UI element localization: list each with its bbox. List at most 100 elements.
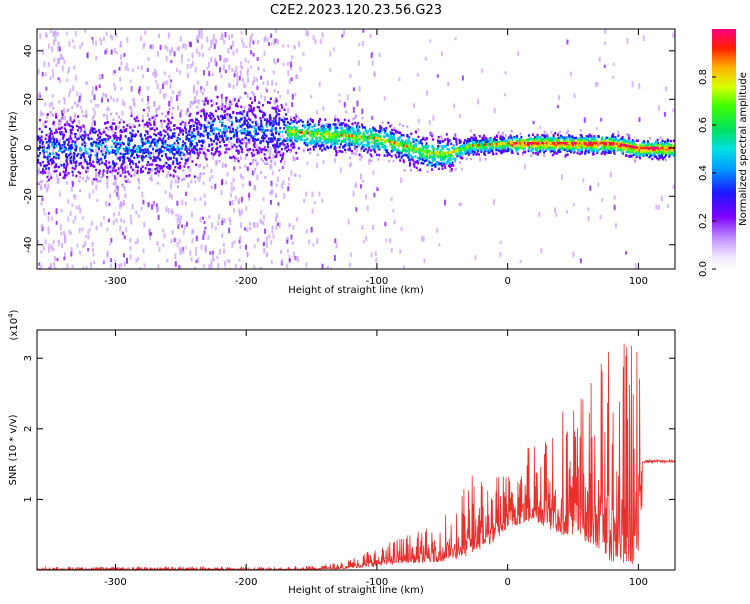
spectrogram-band-cell [449,164,452,168]
spectrogram-band-cell [449,155,452,159]
spectrogram-noise-cell [660,195,663,202]
spectrogram-band-cell [201,139,204,142]
spectrogram-band-cell [201,92,204,95]
spectrogram-noise-cell [176,143,179,147]
spectrogram-noise-cell [428,120,431,125]
spectrogram-band-cell [106,146,109,150]
spectrogram-band-cell [210,130,213,133]
spectrogram-band-cell [293,146,296,149]
spectrogram-noise-cell [42,208,45,212]
spectrogram-noise-cell [48,246,51,253]
spectrogram-band-cell [202,134,205,138]
spectrogram-noise-cell [143,263,146,268]
spectrogram-band-cell [671,151,674,155]
spectrogram-noise-cell [42,48,45,55]
spectrogram-noise-cell [247,149,250,154]
spectrogram-band-cell [438,156,441,159]
spectrogram-band-cell [118,121,121,124]
spectrogram-noise-cell [426,90,429,96]
spectrogram-band-cell [371,145,374,148]
spectrogram-noise-cell [372,224,375,230]
spectrogram-noise-cell [111,128,114,133]
spectrogram-band-cell [631,150,634,154]
spectrogram-band-cell [502,139,505,143]
spectrogram-band-cell [62,176,65,179]
spectrogram-noise-cell [378,52,381,58]
spectrogram-noise-cell [91,241,94,248]
spectrogram-band-cell [154,133,157,137]
spectrogram-noise-cell [390,197,393,201]
spectrogram-noise-cell [240,31,243,35]
spectrogram-band-cell [245,113,248,117]
spectrogram-band-cell [196,122,199,125]
spectrogram-band-cell [483,146,486,150]
spectrogram-noise-cell [262,196,265,201]
spectrogram-band-cell [554,132,557,135]
spectrogram-noise-cell [244,154,247,160]
spectrogram-band-cell [226,107,229,111]
spectrogram-noise-cell [62,231,65,236]
spectrogram-band-cell [224,125,227,128]
spectrogram-band-cell [257,138,260,141]
spectrogram-noise-cell [224,267,227,269]
spectrogram-noise-cell [192,144,195,149]
spectrogram-noise-cell [262,241,265,247]
spectrogram-band-cell [161,140,164,143]
spectrogram-band-cell [179,130,182,134]
spectrogram-noise-cell [329,51,332,57]
spectrogram-band-cell [245,133,248,137]
spectrogram-band-cell [245,119,248,123]
spectrogram-noise-cell [147,57,150,61]
spectrogram-band-cell [536,149,539,153]
spectrogram-band-cell [67,154,70,157]
spectrogram-band-cell [103,130,106,134]
spectrogram-band-cell [287,148,290,151]
spectrogram-noise-cell [179,250,182,256]
spectrogram-band-cell [591,145,594,148]
spectrogram-band-cell [67,137,70,141]
spectrogram-band-cell [255,129,258,133]
spectrogram-noise-cell [153,101,156,107]
spectrogram-band-cell [613,143,616,147]
spectrogram-band-cell [393,145,396,148]
spectrogram-band-cell [341,126,344,130]
spectrogram-cells [37,29,675,269]
spectrogram-noise-cell [102,171,105,177]
spectrogram-noise-cell [371,116,374,120]
spectrogram-band-cell [535,137,538,141]
spectrogram-noise-cell [72,219,75,224]
spectrogram-band-cell [309,151,312,155]
spectrogram-band-cell [347,130,350,133]
spectrogram-band-cell [65,159,68,162]
spectrogram-band-cell [171,132,174,136]
spectrogram-band-cell [218,120,221,124]
spectrogram-band-cell [136,130,139,133]
spectrogram-band-cell [200,109,203,113]
spectrogram-noise-cell [383,96,386,101]
spectrogram-band-cell [340,129,343,132]
spectrogram-noise-cell [134,241,137,245]
spectrogram-noise-cell [226,258,229,263]
spectrogram-band-cell [268,116,271,119]
spectrogram-band-cell [52,140,55,144]
spectrogram-noise-cell [238,239,241,244]
spectrogram-band-cell [188,121,191,125]
spectrogram-band-cell [333,139,336,142]
spectrogram-band-cell [311,136,314,140]
spectrogram-band-cell [542,148,545,152]
spectrogram-noise-cell [236,127,239,134]
spectrogram-noise-cell [156,83,159,90]
spectrogram-band-cell [228,147,231,151]
spectrogram-band-cell [620,137,623,140]
spectrogram-band-cell [96,138,99,141]
spectrogram-band-cell [257,127,260,131]
spectrogram-noise-cell [259,218,262,223]
spectrogram-noise-cell [50,263,53,267]
spectrogram-noise-cell [38,94,41,98]
spectrogram-band-cell [509,134,512,137]
spectrogram-band-cell [189,127,192,130]
spectrogram-noise-cell [39,110,42,117]
spectrogram-band-cell [222,138,225,142]
spectrogram-noise-cell [102,36,105,41]
spectrogram-noise-cell [286,62,289,67]
